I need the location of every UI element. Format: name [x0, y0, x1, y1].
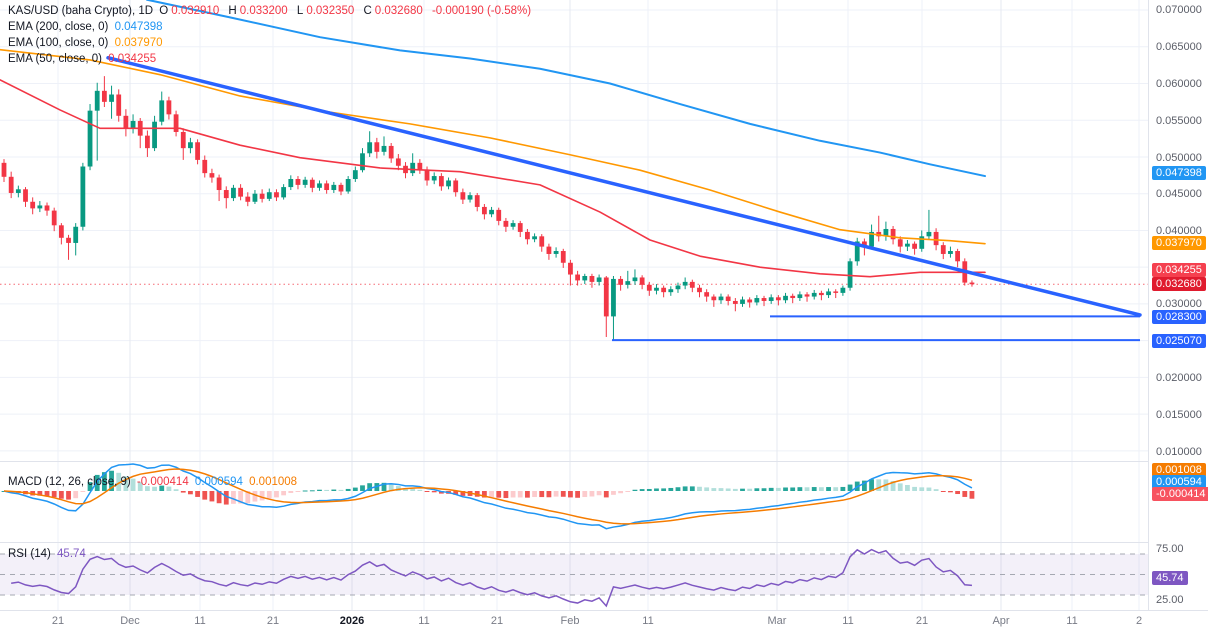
macd-line-value: 0.000594	[194, 476, 243, 488]
price-tick-label: 0.030000	[1156, 298, 1202, 310]
legend-panel: KAS/USD (baha Crypto), 1D O 0.032910 H 0.0…	[8, 3, 534, 67]
time-tick-label: 21	[915, 615, 929, 627]
ema100-legend-row[interactable]: EMA (100, close, 0) 0.037970	[8, 35, 534, 51]
time-tick-label: 11	[1066, 615, 1078, 627]
price-tick-label: 75.00	[1156, 543, 1184, 555]
price-axis-badge: 0.034255	[1152, 263, 1206, 277]
low-value: 0.032350	[306, 5, 355, 17]
high-value: 0.033200	[239, 5, 288, 17]
price-axis-badge: 0.032680	[1152, 277, 1206, 291]
macd-legend-row[interactable]: MACD (12, 26, close, 9) -0.000414 0.0005…	[8, 474, 300, 490]
close-value: 0.032680	[374, 5, 423, 17]
ema200-value: 0.047398	[114, 21, 163, 33]
time-tick-label: 2026	[339, 615, 365, 627]
time-tick-label: Mar	[767, 615, 787, 627]
change-value: -0.000190 (-0.58%)	[431, 5, 532, 17]
price-tick-label: 0.065000	[1156, 41, 1202, 53]
macd-signal-value: 0.001008	[249, 476, 298, 488]
time-tick-label: 21	[51, 615, 65, 627]
time-tick-label: 11	[642, 615, 654, 627]
ema50-value: 0.034255	[108, 53, 157, 65]
price-axis-badge: 0.028300	[1152, 310, 1206, 324]
time-tick-label: 11	[842, 615, 854, 627]
ema200-legend-row[interactable]: EMA (200, close, 0) 0.047398	[8, 19, 534, 35]
open-value: 0.032910	[171, 5, 220, 17]
chart-plot-area[interactable]: KAS/USD (baha Crypto), 1D O 0.032910 H 0.0…	[0, 0, 1148, 610]
price-axis-badge: 0.047398	[1152, 166, 1206, 180]
macd-hist-value: -0.000414	[136, 476, 189, 488]
time-tick-label: Feb	[560, 615, 580, 627]
ema50-label: EMA (50, close, 0)	[8, 53, 102, 65]
open-label: O	[159, 5, 169, 17]
price-axis-badge: 45.74	[1152, 571, 1188, 585]
price-axis-badge: 0.001008	[1152, 463, 1206, 477]
time-tick-label: 11	[194, 615, 206, 627]
price-tick-label: 0.020000	[1156, 372, 1202, 384]
chart-canvas[interactable]	[0, 0, 1148, 610]
price-tick-label: 25.00	[1156, 594, 1184, 606]
price-tick-label: 0.060000	[1156, 78, 1202, 90]
rsi-value: 45.74	[57, 548, 86, 560]
high-label: H	[228, 5, 237, 17]
time-tick-label: 21	[266, 615, 280, 627]
macd-label: MACD (12, 26, close, 9)	[8, 476, 131, 488]
ema50-legend-row[interactable]: EMA (50, close, 0) 0.034255	[8, 51, 534, 67]
price-tick-label: 0.040000	[1156, 225, 1202, 237]
ema100-label: EMA (100, close, 0)	[8, 37, 109, 49]
price-tick-label: 0.010000	[1156, 446, 1202, 458]
rsi-label: RSI (14)	[8, 548, 51, 560]
ema100-value: 0.037970	[114, 37, 163, 49]
price-tick-label: 0.045000	[1156, 188, 1202, 200]
price-axis-badge: 0.000594	[1152, 475, 1206, 489]
time-tick-label: Apr	[992, 615, 1010, 627]
price-axis[interactable]: 0.070000 0.065000 0.060000 0.055000 0.050000…	[1148, 0, 1208, 610]
rsi-legend-row[interactable]: RSI (14) 45.74	[8, 546, 89, 562]
price-tick-label: 0.055000	[1156, 115, 1202, 127]
price-tick-label: 0.050000	[1156, 152, 1202, 164]
price-axis-badge: 0.037970	[1152, 236, 1206, 250]
price-tick-label: 0.015000	[1156, 409, 1202, 421]
price-axis-badge: 0.025070	[1152, 334, 1206, 348]
time-tick-label: 21	[490, 615, 504, 627]
close-label: C	[363, 5, 372, 17]
symbol-title: KAS/USD (baha Crypto), 1D	[8, 5, 154, 17]
low-label: L	[296, 5, 304, 17]
time-tick-label: 2	[1135, 615, 1143, 627]
price-tick-label: 0.070000	[1156, 4, 1202, 16]
time-tick-label: 11	[418, 615, 430, 627]
price-axis-badge: -0.000414	[1152, 487, 1208, 501]
time-axis[interactable]: 21 Dec 11 21 2026 11 21 Feb 11 Mar 11 21 Apr 11 2	[0, 610, 1208, 631]
time-tick-label: Dec	[120, 615, 140, 627]
symbol-legend-row[interactable]: KAS/USD (baha Crypto), 1D O 0.032910 H 0.0…	[8, 3, 534, 19]
ema200-label: EMA (200, close, 0)	[8, 21, 109, 33]
